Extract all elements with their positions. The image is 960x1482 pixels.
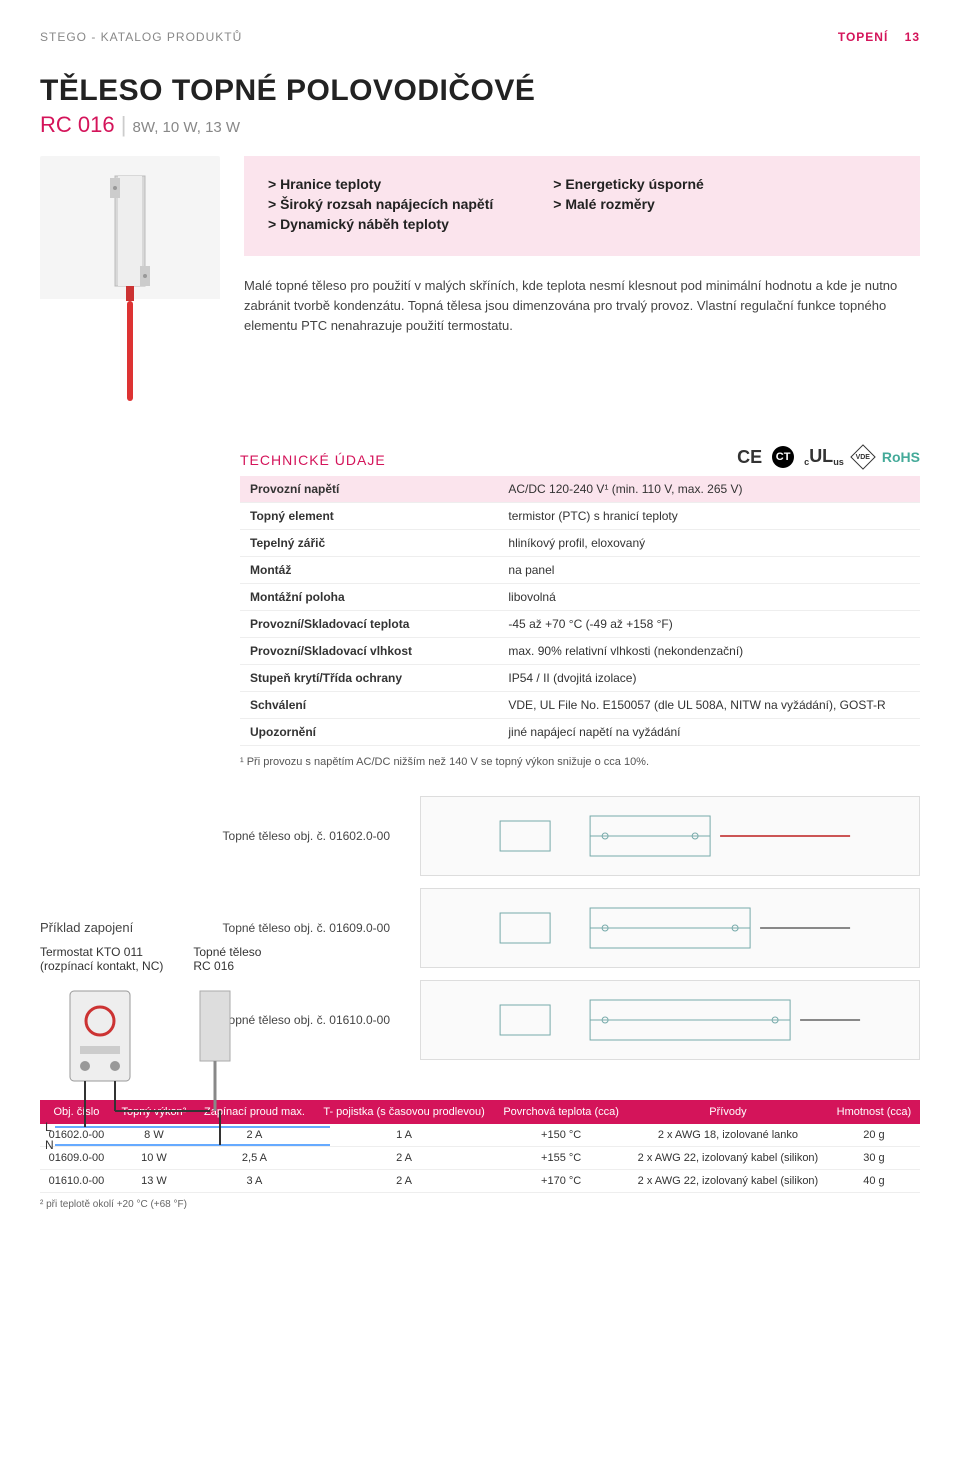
table-cell: 2 x AWG 18, izolované lanko (628, 1124, 828, 1147)
variant-list: 8W, 10 W, 13 W (133, 119, 241, 136)
footnote-1: ¹ Při provozu s napětím AC/DC nižším než… (240, 756, 920, 768)
tech-label: Stupeň krytí/Třída ochrany (240, 665, 498, 692)
tech-label: Provozní/Skladovací vlhkost (240, 638, 498, 665)
table-cell: +170 °C (494, 1170, 628, 1193)
category-label: TOPENÍ (838, 30, 888, 44)
table-cell: +155 °C (494, 1147, 628, 1170)
table-header: Přívody (628, 1100, 828, 1124)
feature-item: > Široký rozsah napájecích napětí (268, 196, 493, 212)
tech-value: VDE, UL File No. E150057 (dle UL 508A, N… (498, 692, 920, 719)
feature-item: > Energeticky úsporné (553, 176, 704, 192)
table-header: Hmotnost (cca) (828, 1100, 920, 1124)
thermostat-label: Termostat KTO 011 (rozpínací kontakt, NC… (40, 945, 163, 973)
wiring-diagram: L N (40, 981, 340, 1161)
tech-row: Stupeň krytí/Třída ochranyIP54 / II (dvo… (240, 665, 920, 692)
example-title: Příklad zapojení (40, 920, 360, 935)
table-cell: 40 g (828, 1170, 920, 1193)
tech-value: hliníkový profil, eloxovaný (498, 530, 920, 557)
heater-label: Topné těleso RC 016 (193, 945, 261, 973)
page-header: STEGO - KATALOG PRODUKTŮ TOPENÍ 13 (40, 30, 920, 44)
ul-icon: cULus (804, 446, 844, 467)
tech-label: Montážní poloha (240, 584, 498, 611)
tech-row: Provozní/Skladovací vlhkostmax. 90% rela… (240, 638, 920, 665)
tech-value: max. 90% relativní vlhkosti (nekondenzač… (498, 638, 920, 665)
tech-data-table: Provozní napětíAC/DC 120-240 V¹ (min. 11… (240, 476, 920, 746)
tech-value: libovolná (498, 584, 920, 611)
product-title: TĚLESO TOPNÉ POLOVODIČOVÉ (40, 74, 920, 108)
tech-row: Montážní polohalibovolná (240, 584, 920, 611)
rohs-icon: RoHS (882, 449, 920, 465)
features-left: > Hranice teploty > Široký rozsah napáje… (268, 176, 493, 236)
tech-label: Upozornění (240, 719, 498, 746)
certification-icons: CE CT cULus VDE RoHS (737, 446, 920, 468)
tech-label: Provozní/Skladovací teplota (240, 611, 498, 638)
table-cell: 2 x AWG 22, izolovaný kabel (silikon) (628, 1147, 828, 1170)
product-subtitle: RC 016 | 8W, 10 W, 13 W (40, 112, 920, 138)
table-cell: 3 A (195, 1170, 314, 1193)
tech-value: jiné napájecí napětí na vyžádání (498, 719, 920, 746)
table-cell: 2 x AWG 22, izolovaný kabel (silikon) (628, 1170, 828, 1193)
feature-item: > Dynamický náběh teploty (268, 216, 493, 232)
footnote-2: ² při teplotě okolí +20 °C (+68 °F) (40, 1199, 920, 1210)
tech-value: -45 až +70 °C (-49 až +158 °F) (498, 611, 920, 638)
page-number: 13 (905, 30, 920, 44)
feature-item: > Hranice teploty (268, 176, 493, 192)
svg-text:L: L (45, 1120, 52, 1134)
drawing-label: Topné těleso obj. č. 01602.0-00 (40, 829, 400, 843)
tech-value: IP54 / II (dvojitá izolace) (498, 665, 920, 692)
table-cell: 30 g (828, 1147, 920, 1170)
feature-item: > Malé rozměry (553, 196, 704, 212)
tech-label: Schválení (240, 692, 498, 719)
table-cell: 2 A (314, 1170, 494, 1193)
tech-value: termistor (PTC) s hranicí teploty (498, 503, 920, 530)
tech-value: AC/DC 120-240 V¹ (min. 110 V, max. 265 V… (498, 476, 920, 503)
features-right: > Energeticky úsporné > Malé rozměry (553, 176, 704, 236)
model-code: RC 016 (40, 112, 115, 137)
wiring-example: Příklad zapojení Termostat KTO 011 (rozp… (40, 920, 360, 1161)
product-photo (40, 156, 220, 416)
table-cell: 13 W (113, 1170, 195, 1193)
tech-label: Tepelný zářič (240, 530, 498, 557)
tech-row: Upozorněníjiné napájecí napětí na vyžádá… (240, 719, 920, 746)
table-cell: +150 °C (494, 1124, 628, 1147)
table-cell: 20 g (828, 1124, 920, 1147)
tech-label: Montáž (240, 557, 498, 584)
tech-row: SchváleníVDE, UL File No. E150057 (dle U… (240, 692, 920, 719)
table-header: Povrchová teplota (cca) (494, 1100, 628, 1124)
vde-icon: VDE (850, 444, 875, 469)
dimension-drawing (420, 888, 920, 968)
ct-icon: CT (772, 446, 794, 468)
catalog-name: STEGO - KATALOG PRODUKTŮ (40, 30, 242, 44)
tech-row: Montážna panel (240, 557, 920, 584)
tech-row: Provozní/Skladovací teplota-45 až +70 °C… (240, 611, 920, 638)
tech-row: Topný elementtermistor (PTC) s hranicí t… (240, 503, 920, 530)
tech-label: Topný element (240, 503, 498, 530)
tech-label: Provozní napětí (240, 476, 498, 503)
dimension-drawing (420, 796, 920, 876)
table-row: 01610.0-0013 W3 A2 A+170 °C2 x AWG 22, i… (40, 1170, 920, 1193)
tech-row: Provozní napětíAC/DC 120-240 V¹ (min. 11… (240, 476, 920, 503)
dimension-drawing (420, 980, 920, 1060)
svg-text:N: N (45, 1138, 54, 1152)
table-cell: 01610.0-00 (40, 1170, 113, 1193)
tech-data-heading: TECHNICKÉ ÚDAJE (240, 452, 386, 468)
tech-row: Tepelný zářičhliníkový profil, eloxovaný (240, 530, 920, 557)
ce-icon: CE (737, 447, 762, 468)
product-description: Malé topné těleso pro použití v malých s… (244, 276, 920, 336)
tech-value: na panel (498, 557, 920, 584)
features-box: > Hranice teploty > Široký rozsah napáje… (244, 156, 920, 256)
